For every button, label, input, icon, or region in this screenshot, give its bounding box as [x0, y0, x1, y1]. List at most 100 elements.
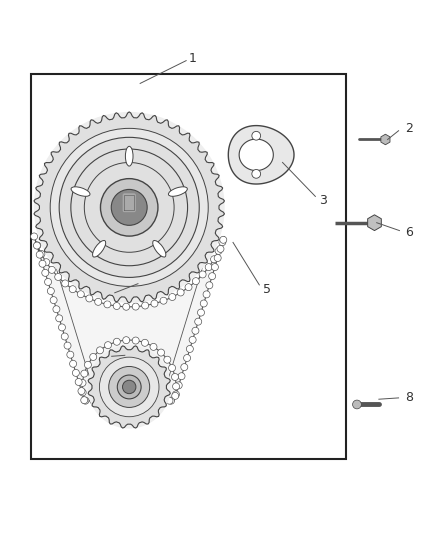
Text: 1: 1 [189, 52, 197, 65]
Circle shape [58, 324, 65, 331]
Circle shape [110, 397, 117, 404]
Circle shape [50, 128, 208, 286]
Circle shape [67, 351, 74, 358]
Circle shape [95, 298, 102, 305]
Circle shape [130, 397, 137, 404]
Ellipse shape [125, 147, 133, 166]
Text: 4: 4 [105, 290, 113, 303]
Circle shape [113, 303, 120, 310]
Circle shape [38, 251, 45, 257]
Polygon shape [88, 346, 170, 428]
Circle shape [217, 245, 224, 253]
Circle shape [192, 327, 199, 334]
Circle shape [177, 289, 184, 296]
Circle shape [169, 365, 176, 372]
Circle shape [104, 301, 111, 308]
Circle shape [198, 309, 205, 316]
Circle shape [169, 294, 176, 301]
Circle shape [79, 389, 86, 396]
Circle shape [166, 397, 173, 404]
Circle shape [85, 361, 92, 368]
Circle shape [111, 189, 147, 225]
Circle shape [120, 397, 127, 404]
Circle shape [33, 242, 40, 249]
Polygon shape [34, 237, 224, 401]
Circle shape [77, 290, 84, 298]
Circle shape [50, 297, 57, 304]
Circle shape [151, 300, 158, 307]
Circle shape [48, 266, 55, 273]
Circle shape [69, 286, 76, 293]
Circle shape [353, 400, 361, 409]
Circle shape [43, 259, 50, 265]
Circle shape [36, 251, 43, 258]
Circle shape [64, 342, 71, 349]
Circle shape [172, 392, 179, 399]
Circle shape [139, 397, 146, 404]
Circle shape [90, 353, 97, 360]
Circle shape [59, 138, 199, 277]
Circle shape [214, 254, 221, 262]
Circle shape [56, 315, 63, 322]
Circle shape [118, 397, 125, 404]
Circle shape [53, 306, 60, 313]
Ellipse shape [169, 187, 187, 196]
Circle shape [81, 397, 88, 403]
Text: 8: 8 [406, 391, 413, 405]
Circle shape [31, 233, 38, 240]
Circle shape [168, 397, 175, 404]
Circle shape [150, 343, 157, 350]
FancyBboxPatch shape [123, 194, 135, 212]
Circle shape [90, 397, 97, 404]
Text: 6: 6 [406, 226, 413, 239]
Circle shape [158, 397, 165, 404]
Circle shape [219, 239, 226, 246]
Circle shape [132, 303, 139, 310]
Circle shape [75, 378, 82, 385]
Circle shape [72, 369, 79, 376]
Circle shape [158, 349, 165, 356]
Circle shape [141, 302, 148, 309]
Circle shape [195, 318, 202, 325]
Circle shape [99, 397, 106, 404]
Circle shape [181, 364, 188, 370]
Circle shape [132, 337, 139, 344]
Ellipse shape [71, 187, 90, 196]
Text: 7: 7 [102, 354, 110, 367]
Circle shape [128, 397, 135, 404]
Circle shape [173, 383, 180, 390]
Bar [31, 74, 346, 459]
Circle shape [185, 284, 192, 290]
Circle shape [105, 342, 112, 349]
Circle shape [45, 278, 52, 286]
Circle shape [147, 397, 154, 404]
Ellipse shape [153, 240, 166, 257]
Circle shape [96, 347, 103, 354]
Circle shape [156, 397, 163, 404]
Circle shape [113, 338, 120, 345]
Polygon shape [34, 112, 224, 303]
Circle shape [70, 360, 77, 367]
Circle shape [141, 340, 148, 346]
Circle shape [192, 278, 199, 285]
Circle shape [55, 273, 62, 280]
Ellipse shape [92, 240, 106, 257]
Circle shape [78, 387, 85, 394]
Circle shape [175, 382, 182, 389]
Circle shape [61, 333, 68, 340]
Circle shape [172, 374, 179, 381]
Circle shape [203, 291, 210, 298]
Text: 3: 3 [319, 195, 327, 207]
Circle shape [206, 282, 213, 289]
Circle shape [123, 337, 130, 344]
Circle shape [123, 380, 136, 394]
Circle shape [252, 169, 261, 178]
Circle shape [47, 287, 54, 295]
Circle shape [62, 280, 69, 287]
Circle shape [34, 242, 41, 249]
Circle shape [123, 303, 130, 310]
Circle shape [92, 397, 99, 404]
Circle shape [164, 356, 171, 363]
Text: 5: 5 [263, 283, 271, 296]
Circle shape [205, 264, 212, 271]
